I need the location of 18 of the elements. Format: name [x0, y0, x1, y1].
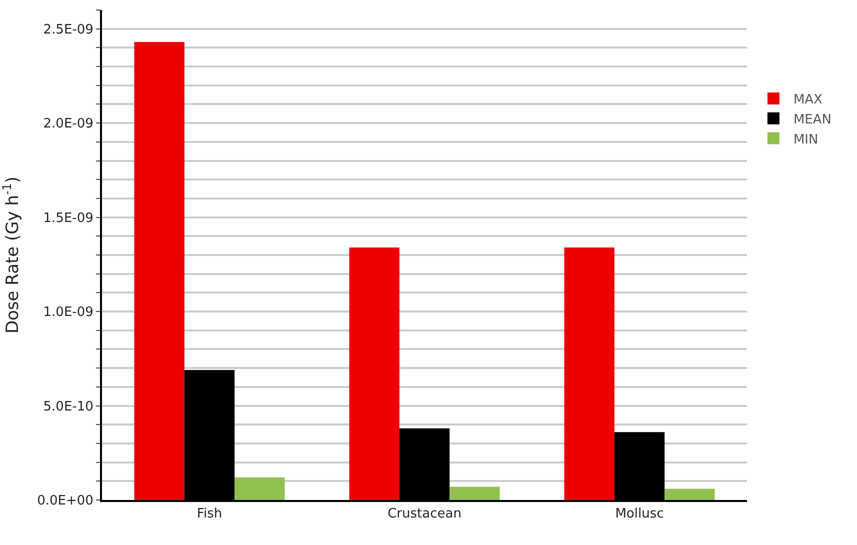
y-tick-label: 1.5E-09	[43, 210, 94, 226]
legend-label: MEAN	[793, 112, 832, 128]
bar	[234, 477, 285, 500]
legend-label: MIN	[793, 132, 818, 148]
y-tick-label: 2.5E-09	[43, 22, 94, 38]
bar	[349, 247, 400, 500]
bar	[450, 486, 500, 500]
legend-label: MAX	[793, 92, 823, 108]
x-tick-label: Crustacean	[388, 506, 462, 522]
bar	[134, 42, 184, 500]
bar	[564, 247, 614, 500]
y-tick-label: 1.0E-09	[43, 305, 94, 320]
y-tick-label: 2.0E-09	[43, 116, 94, 132]
x-tick-label: Fish	[196, 506, 222, 522]
bar	[664, 488, 715, 500]
y-tick-label: 5.0E-10	[43, 399, 94, 414]
x-tick-label: Mollusc	[615, 506, 664, 522]
y-tick-label: 0.0E+00	[37, 494, 94, 509]
